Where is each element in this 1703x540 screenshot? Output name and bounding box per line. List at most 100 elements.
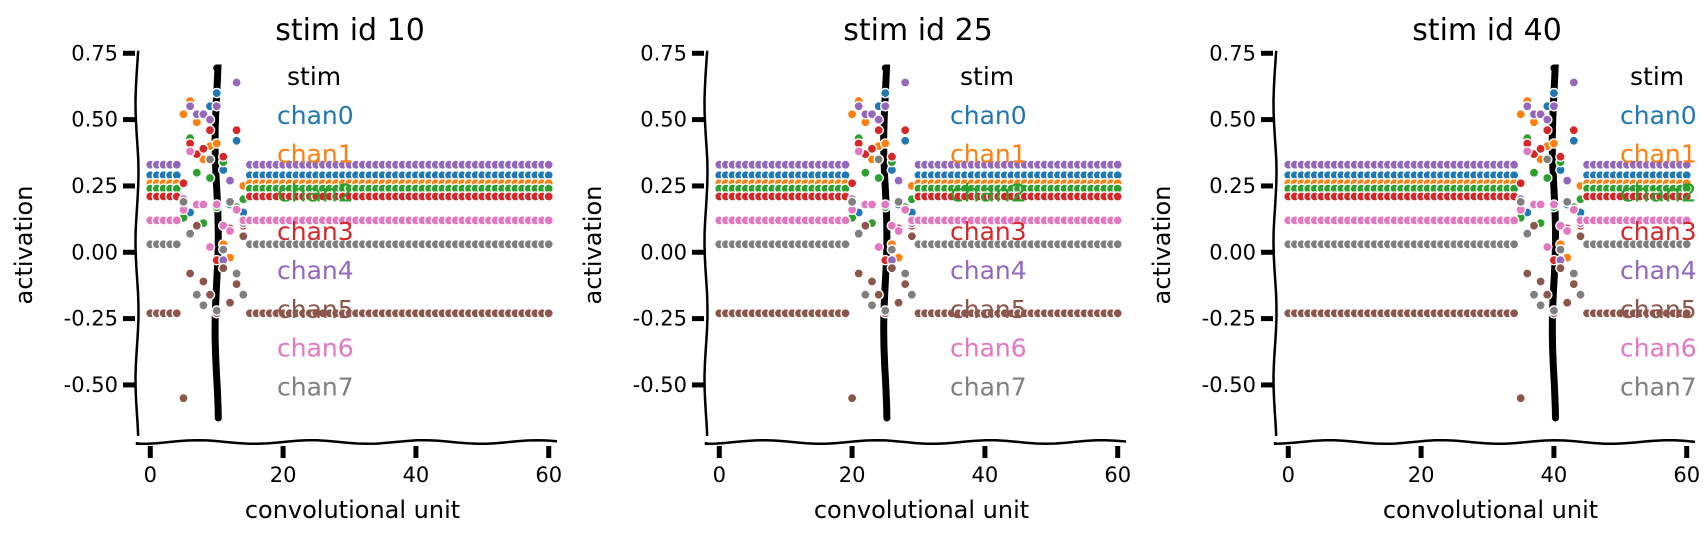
y-tick-label: 0.50 [71,108,118,132]
data-point [866,276,878,287]
data-point [880,138,891,149]
x-axis-line [704,438,1127,446]
data-point [873,124,885,136]
data-point [853,101,865,112]
data-point [1515,196,1526,208]
data-point [1555,151,1566,162]
data-point [873,289,885,301]
data-point [853,146,865,157]
data-point [893,196,904,208]
data-point [1112,159,1123,170]
data-point [171,238,183,250]
data-point [211,138,222,149]
data-point [846,392,858,404]
data-point [217,151,229,162]
data-point [886,151,898,162]
data-point [1528,289,1540,301]
data-point [237,230,249,242]
y-tick-label: -0.25 [633,307,687,331]
data-point [178,196,189,208]
data-point [899,278,911,290]
data-point [860,167,871,178]
legend-item-chan5: chan5 [950,295,1027,324]
data-point [217,220,229,231]
data-point [198,143,209,155]
series-chan4 [144,77,555,266]
y-tick-label: 0.25 [71,174,118,198]
data-point [204,114,216,125]
x-tick-label: 40 [403,463,430,487]
data-point [184,268,196,279]
legend: stim chan0 chan1 chan2 chan3 chan4 chan5 chan6 c… [950,62,1027,401]
y-axis-label: activation [1148,186,1176,305]
y-tick-label: 0.00 [1209,240,1256,264]
chart-title: stim id 10 [275,13,425,48]
data-point [178,109,189,120]
legend-item-chan3: chan3 [1620,217,1697,246]
data-point [217,244,229,255]
data-point [1568,278,1580,290]
data-point [231,204,242,216]
data-point [1561,225,1573,237]
data-point [840,307,851,319]
data-point [1508,307,1520,319]
x-axis-label: convolutional unit [814,496,1029,524]
series-chan7 [1283,154,1692,316]
data-point [224,297,236,309]
legend-item-chan6: chan6 [950,334,1027,363]
y-tick-label: 0.75 [1209,41,1256,65]
data-point [886,244,898,255]
legend-item-chan4: chan4 [277,256,354,285]
y-tick-label: 0.50 [1209,108,1256,132]
data-point [1561,196,1573,208]
data-point [886,262,898,274]
x-tick-label: 0 [144,463,157,487]
data-point [899,204,911,216]
data-point [231,124,242,136]
data-point [211,87,222,99]
data-point [1515,392,1526,404]
data-point [893,175,904,186]
data-point [1522,228,1533,239]
data-point [880,305,891,316]
data-point [1575,289,1586,301]
x-axis-label: convolutional unit [245,496,460,524]
series-chan4 [1283,77,1692,266]
legend-item-chan1: chan1 [950,140,1027,169]
y-axis-label: activation [10,186,38,305]
data-point [224,225,236,237]
data-point [543,238,555,250]
data-point [1548,87,1560,99]
y-tick-label: 0.75 [71,41,118,65]
data-point [1112,238,1123,250]
chart-title: stim id 25 [843,13,993,48]
data-point [846,177,858,189]
legend-item-stim: stim [287,62,341,91]
chart-panel-2: stim id 40 -0.50 -0.25 0.00 0.25 0.50 0.75 0 20 4… [1148,13,1700,524]
data-point [840,215,851,226]
data-point [1568,204,1580,216]
data-point [1508,159,1520,170]
data-point [860,289,871,301]
data-point [899,268,911,279]
data-point [840,159,851,170]
x-tick-label: 60 [1104,463,1131,487]
legend-item-chan0: chan0 [950,101,1027,130]
data-point [893,225,904,237]
data-point [1542,172,1553,184]
data-point [204,172,216,184]
data-point [211,305,222,316]
x-axis-label: convolutional unit [1383,496,1598,524]
legend-item-chan0: chan0 [277,101,354,130]
series-chan3 [1283,124,1692,266]
data-point [880,199,891,210]
data-point [1522,268,1533,279]
series-chan5 [1283,220,1692,404]
data-point [178,392,189,404]
data-point [1548,305,1560,316]
data-point [1515,109,1526,120]
data-point [1548,101,1560,112]
data-point [1535,276,1546,287]
data-point [866,199,878,210]
